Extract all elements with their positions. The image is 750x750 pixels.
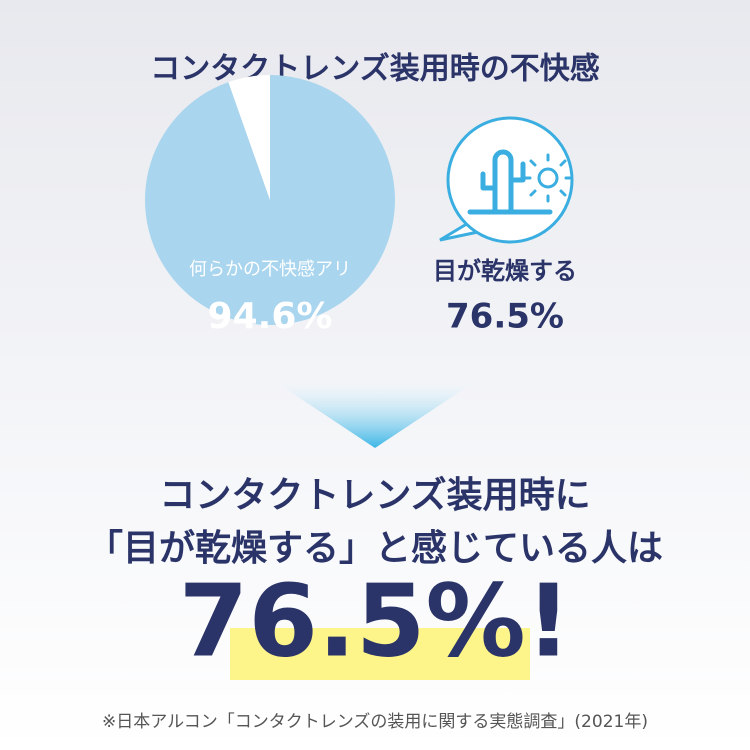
pie: 何らかの不快感アリ 94.6% [144,75,395,337]
slice-value: 94.6% [208,296,333,337]
callout-value: 76.5% [446,297,564,337]
chart-title: コンタクトレンズ装用時の不快感 [150,52,599,87]
conclusion-line: 「目が乾燥する」と感じている人は [87,528,663,569]
arrow [280,385,470,448]
footnote: ※日本アルコン「コンタクトレンズの装用に関する実態調査」(2021年) [102,712,648,732]
callout-label: 目が乾燥する [433,257,577,285]
callout-icon [439,116,574,244]
pie-slice [228,75,270,200]
highlight-band [230,628,530,680]
slice-label: 何らかの不快感アリ [189,259,351,280]
conclusion-line: コンタクトレンズ装用時に [159,474,590,516]
conclusion-highlight: 76.5%! [179,562,572,679]
